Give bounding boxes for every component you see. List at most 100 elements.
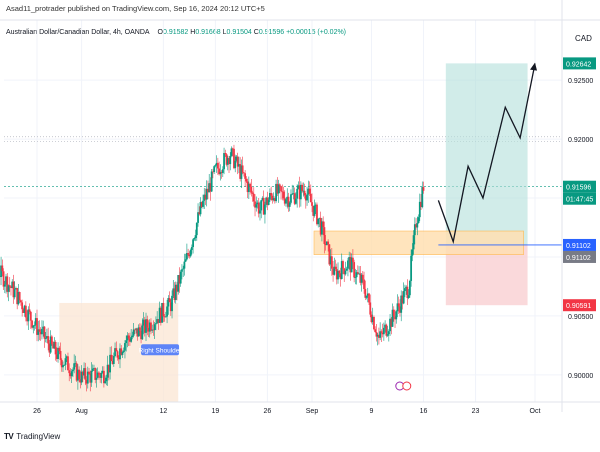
candle-body <box>277 184 280 194</box>
candle-body <box>219 171 222 175</box>
candle-body <box>285 199 287 204</box>
candle-body <box>94 367 97 380</box>
candle-body <box>64 358 67 365</box>
entry-price-tag-bg <box>563 238 596 251</box>
candle-body <box>204 194 207 200</box>
candle-body <box>208 183 211 193</box>
candle-body <box>411 249 414 256</box>
candle-body <box>127 335 130 339</box>
candle-body <box>251 192 254 194</box>
candle-body <box>60 359 63 368</box>
close-label: C <box>253 29 259 36</box>
candle-body <box>12 281 15 298</box>
candle-body <box>216 162 219 169</box>
candle-body <box>88 371 90 374</box>
x-tick-label: Sep <box>306 408 319 415</box>
candle-body <box>101 370 104 373</box>
candle-body <box>70 371 73 377</box>
candle-body <box>192 239 194 248</box>
candle-body <box>124 343 126 351</box>
candle-body <box>120 348 123 355</box>
candle-body <box>162 302 165 317</box>
candle-body <box>1 265 4 272</box>
candle-body <box>78 369 81 380</box>
candle-body <box>225 154 228 165</box>
candle-body <box>74 363 77 365</box>
candle-body <box>210 171 213 192</box>
candle-body <box>415 224 417 228</box>
candle-body <box>117 357 120 360</box>
candle-body <box>375 332 378 337</box>
candle-body <box>79 379 82 383</box>
candle-body <box>195 222 198 236</box>
candle-body <box>98 372 100 376</box>
tradingview-footer[interactable]: TV TradingView <box>4 432 60 441</box>
candle-body <box>314 204 317 206</box>
candle-body <box>173 288 176 300</box>
candle-body <box>353 262 356 278</box>
candle-body <box>146 319 149 328</box>
candle-body <box>166 306 168 317</box>
candle-body <box>380 331 383 333</box>
candle-body <box>49 336 52 353</box>
candle-body <box>338 270 341 274</box>
candle-body <box>99 375 102 378</box>
candle-body <box>130 337 133 342</box>
candle-body <box>167 298 170 307</box>
candle-body <box>329 256 332 265</box>
stop-price-tag: 0.90591 <box>566 303 591 310</box>
candle-body <box>76 369 79 381</box>
candle-body <box>228 158 230 165</box>
candle-body <box>178 275 181 284</box>
candle-body <box>299 184 302 200</box>
candle-body <box>129 338 131 342</box>
candle-body <box>137 327 140 337</box>
candle-body <box>303 190 306 196</box>
candle-body <box>13 289 16 298</box>
candle-body <box>57 347 59 359</box>
candle-body <box>17 292 20 305</box>
candle-body <box>27 309 30 322</box>
publisher-caption: Asad11_protrader published on TradingVie… <box>6 4 265 13</box>
candle-body <box>193 238 196 240</box>
candle-body <box>334 266 337 270</box>
candle-body <box>309 193 312 203</box>
candle-body <box>54 341 57 355</box>
candle-body <box>2 271 5 287</box>
candle-body <box>392 309 395 317</box>
candle-body <box>311 202 313 206</box>
candle-body <box>159 307 162 323</box>
candle-body <box>19 300 22 303</box>
candle-body <box>229 155 232 165</box>
candle-body <box>133 329 136 331</box>
candle-body <box>93 367 95 369</box>
candle-body <box>344 270 347 275</box>
candle-body <box>328 244 331 265</box>
countdown-tag-bg <box>563 192 596 205</box>
candle-body <box>288 202 291 207</box>
candle-body <box>63 364 66 366</box>
candle-body <box>135 328 138 330</box>
candle-body <box>351 257 354 263</box>
candle-body <box>203 194 206 201</box>
entry2-price-tag: 0.91102 <box>566 255 591 262</box>
candle-body <box>340 261 343 279</box>
candle-body <box>181 269 183 272</box>
candle-body <box>276 183 279 194</box>
candle-body <box>21 302 24 310</box>
candle-body <box>58 347 61 351</box>
candle-body <box>360 274 363 283</box>
candle-body <box>8 285 11 287</box>
candle-body <box>194 235 197 239</box>
candle-body <box>347 260 349 269</box>
candle-body <box>374 329 377 333</box>
candle-body <box>378 334 380 338</box>
open-value: 0.91582 <box>162 29 189 36</box>
candle-body <box>67 356 69 371</box>
candle-body <box>114 348 116 357</box>
candle-body <box>283 198 286 204</box>
candle-body <box>256 202 259 205</box>
candle-body <box>86 371 89 384</box>
candle-body <box>262 197 265 215</box>
